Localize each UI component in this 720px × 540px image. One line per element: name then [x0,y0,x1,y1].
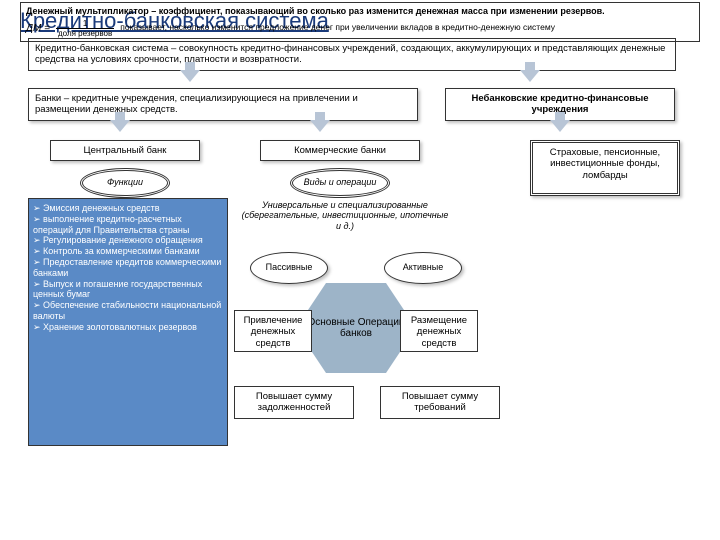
nonbank-types-box: Страховые, пенсионные, инвестиционные фо… [530,140,680,196]
arrow-icon [550,120,570,132]
ops-hexagon: Основные Операции банков [296,278,416,378]
banks-box: Банки – кредитные учреждения, специализи… [28,88,418,121]
formula-left: ДМ = [26,23,50,35]
footer-sub: показывает, насколько изменится предложе… [120,23,555,33]
active-oval: Активные [384,252,462,284]
footer-main: Денежный мультипликатор – коэффициент, п… [26,6,694,16]
types-oval: Виды и операции [290,168,390,198]
functions-list: ➢ Эмиссия денежных средств ➢ выполнение … [28,198,228,446]
arrow-icon [110,120,130,132]
functions-oval: Функции [80,168,170,198]
definition-box: Кредитно-банковская система – совокупнос… [28,38,676,71]
arrow-icon [180,70,200,82]
commercial-banks-box: Коммерческие банки [260,140,420,161]
central-bank-box: Центральный банк [50,140,200,161]
inc-debt-box: Повышает сумму задолженностей [234,386,354,419]
ops-label: Основные Операции банков [296,317,416,339]
place-box: Размещение денежных средств [400,310,478,352]
passive-oval: Пассивные [250,252,328,284]
footer-box: Денежный мультипликатор – коэффициент, п… [20,2,700,42]
formula-bot: доля резервов [56,28,114,38]
types-subtitle: Универсальные и специализированные (сбер… [240,200,450,231]
inc-req-box: Повышает сумму требований [380,386,500,419]
attract-box: Привлечение денежных средств [234,310,312,352]
arrow-icon [310,120,330,132]
arrow-icon [520,70,540,82]
formula-top: 1 [83,19,87,28]
